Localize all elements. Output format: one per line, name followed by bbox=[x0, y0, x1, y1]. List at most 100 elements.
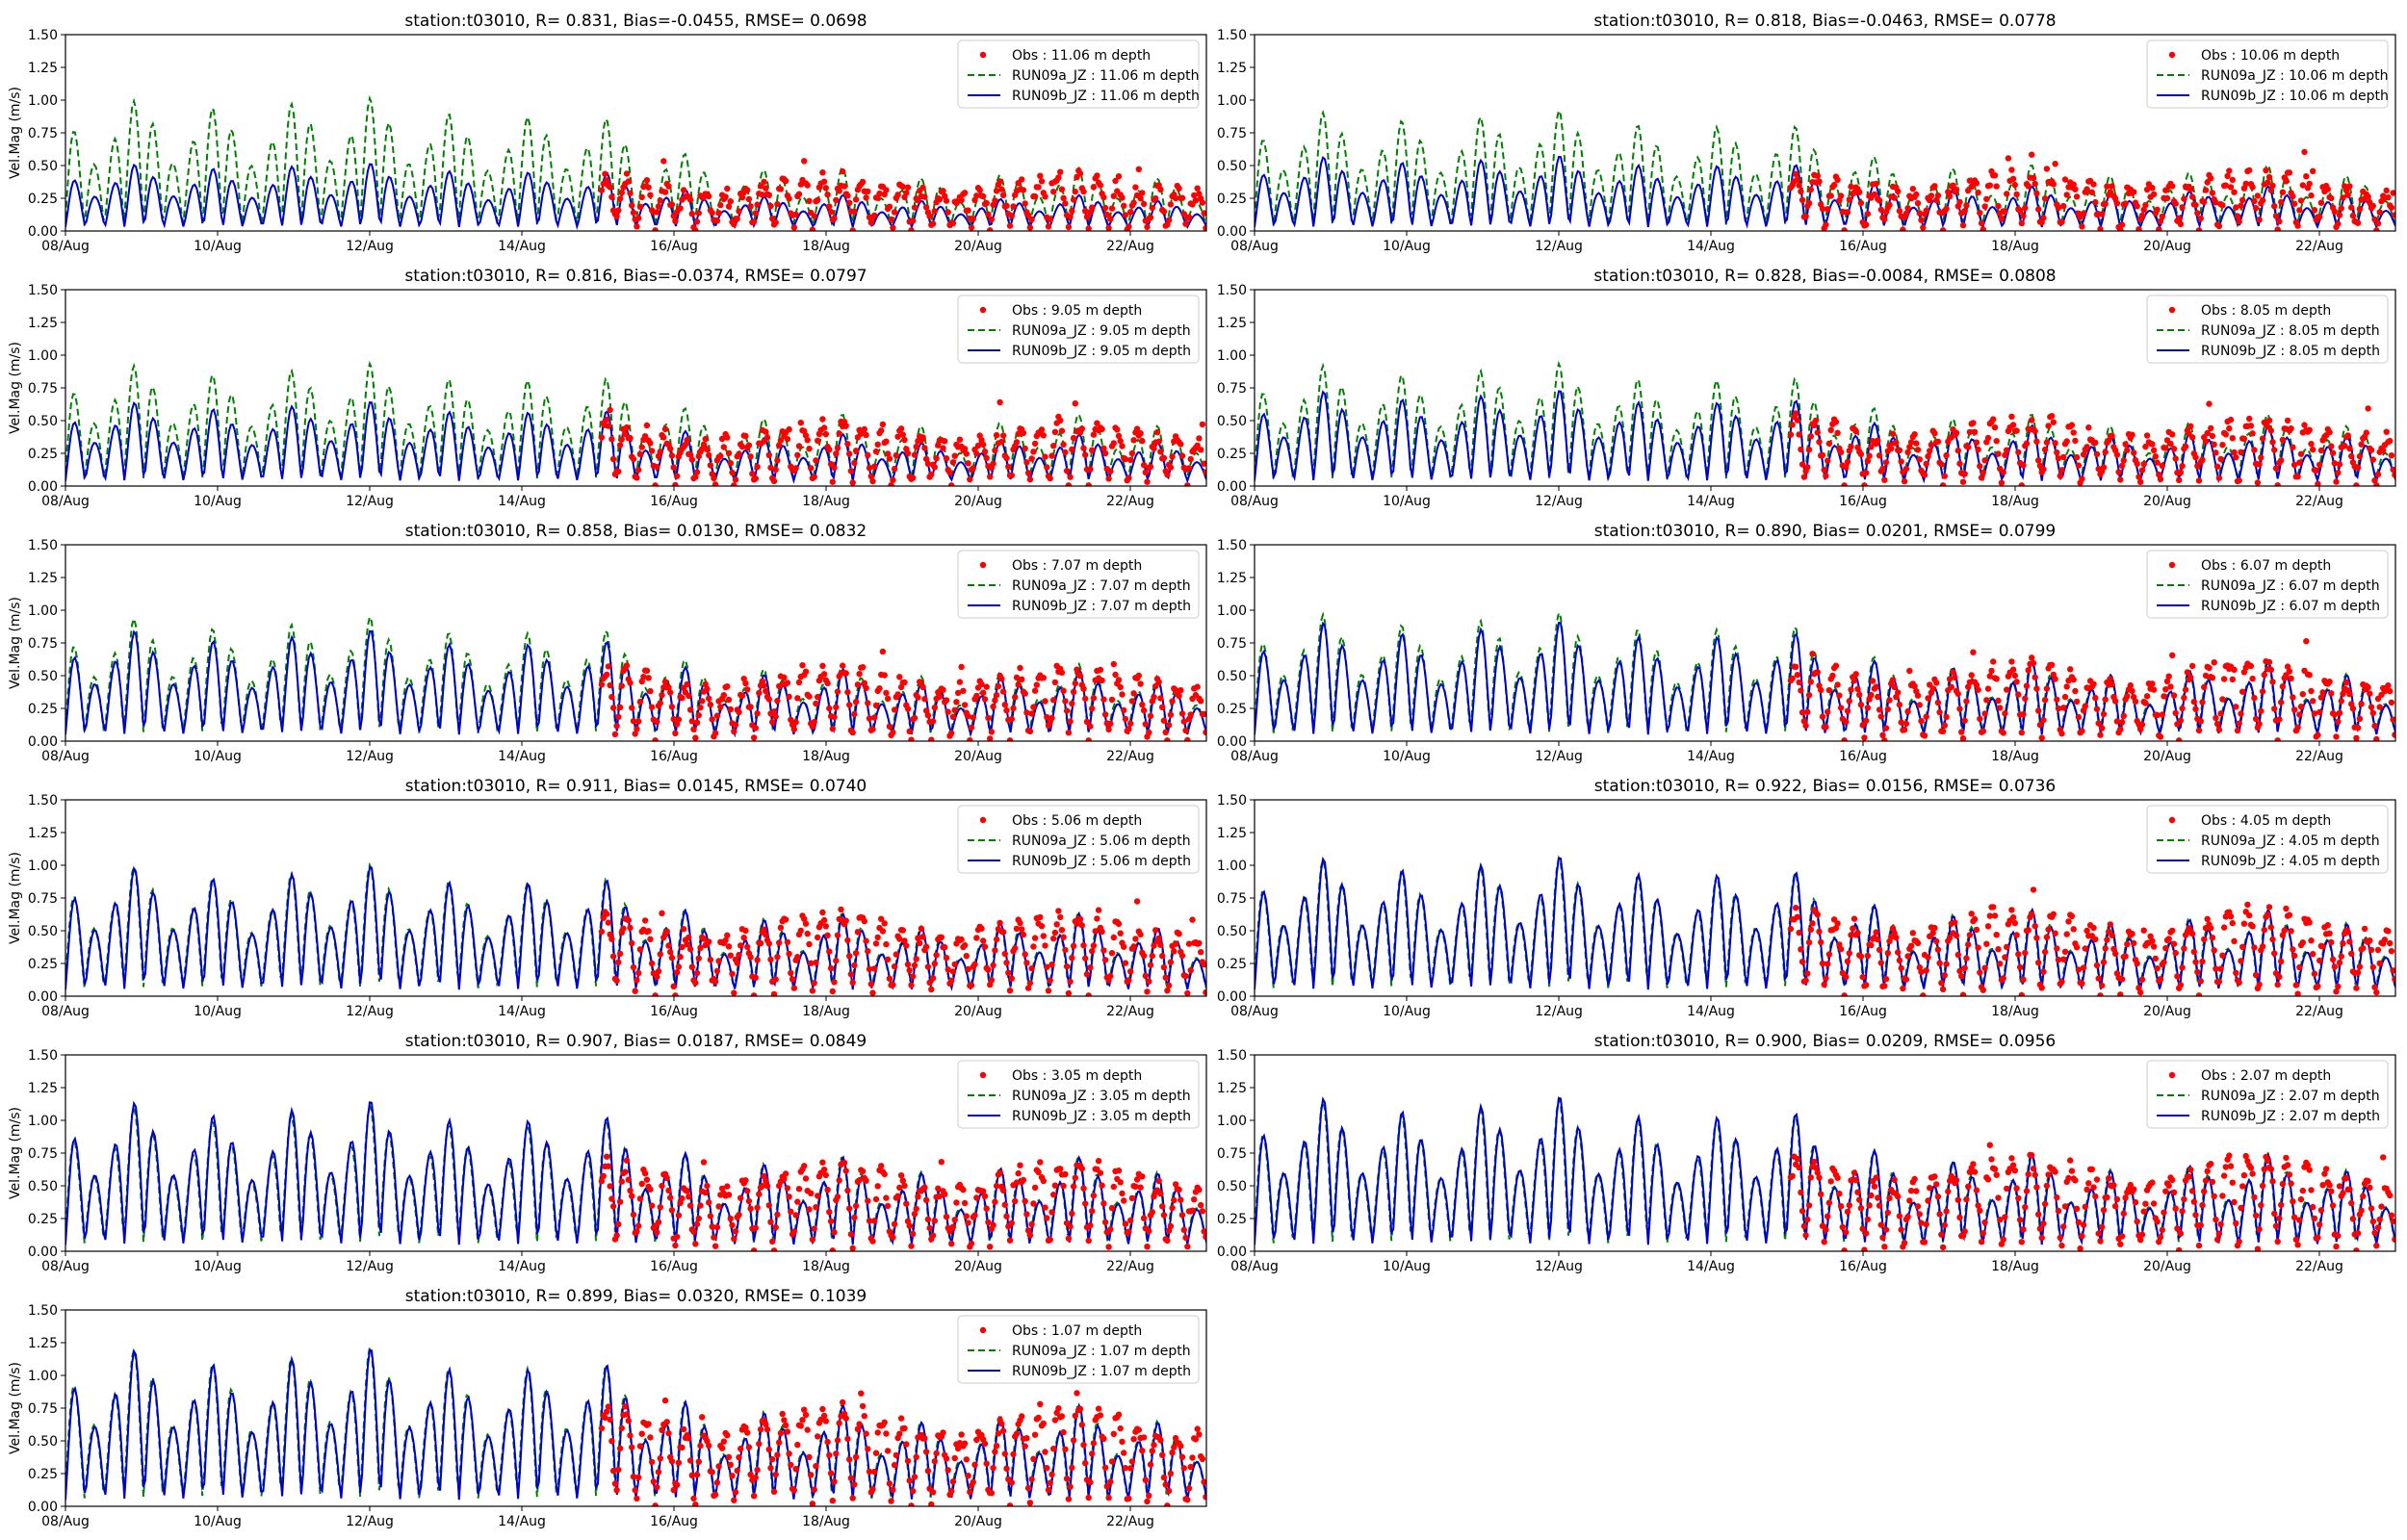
obs-point bbox=[1977, 715, 1983, 722]
obs-point bbox=[767, 956, 774, 962]
obs-point bbox=[2135, 985, 2142, 991]
obs-point bbox=[2008, 413, 2015, 420]
obs-point bbox=[1045, 1486, 1052, 1494]
obs-point bbox=[829, 478, 836, 485]
obs-point bbox=[1047, 216, 1053, 223]
x-tick-label: 16/Aug bbox=[650, 239, 698, 254]
obs-point bbox=[2220, 924, 2228, 931]
obs-point bbox=[2176, 737, 2183, 741]
x-tick-label: 14/Aug bbox=[498, 1514, 546, 1529]
obs-point bbox=[949, 713, 957, 720]
obs-point bbox=[2383, 428, 2390, 435]
obs-point bbox=[672, 730, 679, 736]
obs-point bbox=[2356, 452, 2364, 460]
obs-point bbox=[921, 1435, 928, 1442]
obs-point bbox=[806, 197, 813, 204]
obs-point bbox=[2154, 965, 2161, 972]
obs-point bbox=[993, 431, 1000, 439]
obs-point bbox=[1023, 1435, 1030, 1442]
obs-point bbox=[865, 948, 871, 955]
obs-point bbox=[709, 1223, 715, 1230]
obs-point bbox=[1961, 717, 1968, 724]
obs-point bbox=[623, 1411, 631, 1418]
obs-point bbox=[2238, 202, 2244, 209]
obs-point bbox=[1898, 964, 1904, 972]
obs-point bbox=[921, 445, 928, 451]
obs-point bbox=[731, 989, 738, 996]
series-line-run09b bbox=[1255, 155, 2395, 231]
obs-point bbox=[1108, 205, 1116, 212]
obs-point bbox=[1993, 1171, 2000, 1178]
obs-point bbox=[1913, 440, 1920, 447]
obs-point bbox=[1119, 194, 1126, 201]
obs-point bbox=[1176, 185, 1182, 192]
obs-point bbox=[1911, 431, 1918, 438]
obs-point bbox=[2254, 1245, 2262, 1251]
x-tick-label: 12/Aug bbox=[1535, 239, 1583, 254]
obs-point bbox=[1063, 468, 1071, 475]
obs-point bbox=[896, 1430, 903, 1437]
obs-point bbox=[956, 679, 964, 685]
obs-point bbox=[949, 459, 957, 466]
obs-point bbox=[765, 1202, 772, 1209]
obs-point bbox=[1863, 470, 1870, 476]
obs-point bbox=[752, 974, 759, 981]
obs-point bbox=[2385, 682, 2392, 689]
obs-point bbox=[1819, 960, 1826, 967]
obs-point bbox=[871, 1218, 878, 1224]
obs-point bbox=[951, 961, 958, 968]
obs-point bbox=[1099, 677, 1105, 684]
obs-point bbox=[1090, 184, 1098, 191]
series-obs bbox=[598, 158, 1206, 231]
obs-point bbox=[2274, 1238, 2281, 1245]
x-tick-label: 18/Aug bbox=[1991, 494, 2039, 509]
obs-point bbox=[1185, 465, 1193, 472]
obs-point bbox=[2390, 1218, 2395, 1225]
obs-point bbox=[675, 716, 683, 723]
obs-point bbox=[1182, 1234, 1189, 1242]
obs-point bbox=[709, 1469, 715, 1476]
obs-point bbox=[2174, 1225, 2181, 1232]
obs-point bbox=[2162, 445, 2169, 451]
obs-point bbox=[1819, 205, 1826, 213]
obs-point bbox=[1843, 1229, 1850, 1236]
obs-point bbox=[938, 1159, 945, 1166]
y-tick-label: 0.00 bbox=[1217, 479, 1247, 495]
obs-point bbox=[1180, 718, 1188, 725]
obs-point bbox=[808, 465, 815, 472]
obs-point bbox=[2118, 976, 2126, 983]
obs-point bbox=[660, 158, 667, 165]
obs-point bbox=[1076, 170, 1084, 177]
obs-point bbox=[1006, 1237, 1014, 1244]
obs-point bbox=[931, 464, 938, 471]
obs-point bbox=[2188, 193, 2196, 200]
obs-point bbox=[623, 662, 631, 669]
obs-point bbox=[2265, 173, 2273, 181]
obs-point bbox=[688, 963, 695, 970]
obs-point bbox=[706, 192, 712, 200]
obs-point bbox=[2157, 733, 2164, 740]
obs-point bbox=[2344, 929, 2351, 936]
obs-point bbox=[1876, 946, 1883, 953]
obs-point bbox=[613, 213, 620, 220]
obs-point bbox=[777, 1429, 785, 1437]
obs-point bbox=[1074, 666, 1080, 673]
obs-point bbox=[1112, 671, 1119, 679]
obs-point bbox=[2088, 1166, 2095, 1173]
obs-point bbox=[940, 188, 946, 194]
obs-point bbox=[1142, 721, 1150, 728]
obs-point bbox=[1008, 1219, 1016, 1226]
obs-point bbox=[968, 1240, 975, 1247]
obs-point bbox=[2308, 937, 2315, 944]
obs-point bbox=[1844, 209, 1851, 216]
subplot-title: station:t03010, R= 0.899, Bias= 0.0320, … bbox=[405, 1287, 867, 1306]
obs-point bbox=[859, 664, 867, 671]
obs-point bbox=[1877, 1221, 1885, 1228]
obs-point bbox=[2369, 1218, 2376, 1225]
obs-point bbox=[2367, 937, 2373, 944]
obs-point bbox=[1818, 686, 1825, 694]
obs-point bbox=[884, 695, 892, 703]
obs-point bbox=[1896, 701, 1903, 708]
obs-point bbox=[2265, 179, 2271, 186]
obs-point bbox=[1140, 200, 1148, 208]
